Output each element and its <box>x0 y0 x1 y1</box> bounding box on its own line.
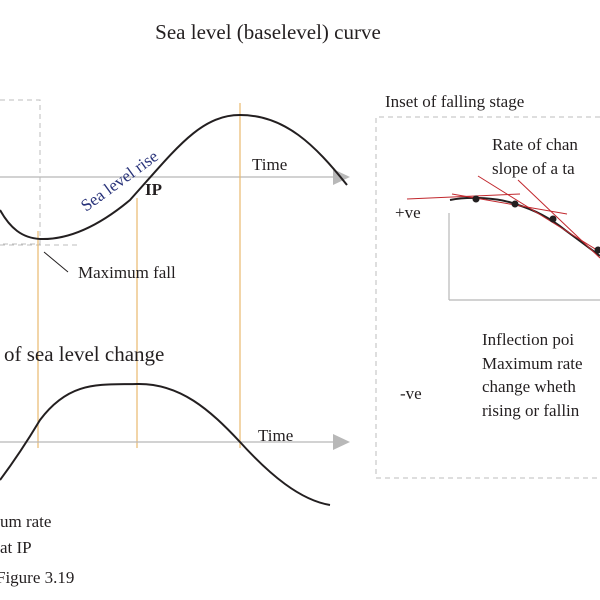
maximum-fall-label: Maximum fall <box>78 263 176 282</box>
rate-label-line1: Rate of chan <box>492 135 578 154</box>
inset-title: Inset of falling stage <box>385 92 524 111</box>
tangent-point-2 <box>511 200 519 208</box>
rate-of-change-title: of sea level change <box>4 342 164 366</box>
top-time-label: Time <box>252 155 287 174</box>
rate-of-change-curve <box>0 382 331 506</box>
tangent-line-2 <box>451 193 568 215</box>
inflection-label-line2: Maximum rate <box>482 354 583 373</box>
inset-dashed-box <box>375 116 600 479</box>
inflection-label-line3: change wheth <box>482 377 576 396</box>
tangent-point-3 <box>549 215 557 223</box>
figure-title: Sea level (baselevel) curve <box>155 20 381 44</box>
bottom-time-axis-arrow <box>333 434 350 450</box>
tangent-line-4 <box>517 179 600 259</box>
negative-label: -ve <box>400 384 422 403</box>
tangent-point-1 <box>472 195 480 203</box>
maximum-rate-note-line2: at IP <box>0 538 32 557</box>
maximum-fall-pointer <box>43 251 69 273</box>
positive-label: +ve <box>395 203 421 222</box>
sea-level-curve <box>0 113 348 241</box>
rate-label-line2: slope of a ta <box>492 159 575 178</box>
tangent-point-4 <box>594 246 600 254</box>
maximum-rate-note-line1: um rate <box>0 512 51 531</box>
inset-falling-curve <box>449 196 600 257</box>
inflection-label-line4: rising or fallin <box>482 401 580 420</box>
figure-caption: Figure 3.19 <box>0 568 74 587</box>
ip-label: IP <box>145 180 162 199</box>
inflection-label-line1: Inflection poi <box>482 330 574 349</box>
bottom-time-label: Time <box>258 426 293 445</box>
top-dashed-box <box>0 99 41 245</box>
